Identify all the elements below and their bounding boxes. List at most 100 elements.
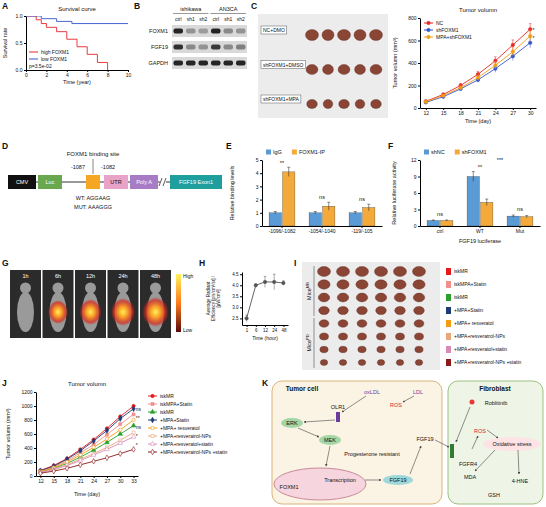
tick-label: 0 [25,72,28,78]
error-bar [274,211,277,214]
tick-label: 15 [441,110,447,116]
point [494,64,497,67]
pointer [93,159,94,174]
axis-line [242,273,243,326]
signal [48,300,68,324]
tumor [319,306,330,314]
bar [309,213,321,226]
legend-label: +MPA+Statin [454,307,483,313]
tick: 3 [256,184,262,190]
legend-label: +MPA+resveratrol-NPs +statin [160,449,228,455]
node-label: LDL [413,389,423,395]
tick: -1054/-1040 [309,226,336,234]
legend: shNCshFOXM1 [424,149,487,155]
series-line [40,449,133,473]
lane-label: ctrl [175,16,182,22]
axis-line [27,70,129,71]
arrow [475,450,495,471]
legend: high FOXM1low FOXM1p=3.5e-02 [29,49,69,69]
tick-mark [418,63,420,64]
tick-label: 6 [255,328,258,333]
cell-label: Fibroblast [479,385,511,392]
point [79,448,82,454]
tumor [414,306,425,314]
tick: 27 [511,108,517,116]
exon-box [170,175,222,189]
tumor [338,65,350,75]
tick-mark [24,70,26,71]
tick-label: -1096/-1082 [269,228,296,234]
tumor [370,65,382,75]
error-bar [494,62,497,69]
band [236,45,246,50]
lane-label: sh2 [237,16,245,22]
plot-area [269,167,375,226]
tick-label: 0 [30,473,33,479]
series-line [426,36,530,102]
point [282,281,285,284]
tick-label: 1.0 [16,13,23,19]
row-label: FGF19 [151,44,168,50]
legend-label: iskMR [454,268,468,274]
tick-label: 18 [65,478,71,484]
tumor [322,30,334,41]
plot-area [26,16,128,70]
panel-letter: I [294,258,296,268]
receptor [450,444,454,458]
node-label: ERK [286,420,298,426]
band [211,29,221,34]
panel-letter: A [2,1,8,11]
legend: NCshFOXM1MPA+shFOXM1 [424,20,472,40]
tick-label: 200 [24,459,33,465]
tick-label: 33 [131,478,137,484]
exon-label: FGF19 Exon1 [179,179,213,185]
tick-label: 8 [107,72,110,78]
legend-item: iskMR [148,393,174,399]
tumor [338,320,348,328]
bracket [211,13,247,14]
tick: 600 [408,38,420,44]
annotation: ns [136,424,142,430]
tumor [337,280,349,289]
legend-label: +MPA+ resveratol [454,320,494,326]
tumor [358,360,365,366]
tick-label: 1 [246,328,249,333]
row-label: shFOXM1+DMSO [263,62,304,68]
tick: 200 [408,83,420,89]
axis-title: Time (hour) [252,335,278,341]
tumor [415,360,422,366]
legend-swatch [446,281,451,288]
time-label: 24h [118,273,127,279]
signal [111,298,135,326]
legend-swatch [455,150,460,155]
node-label: FGF19 [416,436,433,442]
point [92,459,95,465]
axis-line [243,325,289,326]
tick-label: -1054/-1040 [309,228,336,234]
tick: 2 [256,197,262,203]
tumor [358,346,366,352]
annotation: ** [280,160,285,166]
point [476,76,479,79]
tumor-photos: NC+DMOshFOXM1+DMSOshFOXM1+MPA [258,14,388,118]
axis-line [420,19,421,109]
tick-mark [34,448,36,449]
tick-label: 18 [458,110,464,116]
point [105,437,108,440]
bar [481,202,493,226]
error-bar [327,202,330,210]
annotation: ns [437,211,443,217]
node [383,475,413,485]
arrow [326,446,330,466]
tick: 1200 [21,389,36,395]
tick: 8 [107,70,110,78]
mouse-body [17,292,34,332]
bar [283,172,295,226]
legend-swatch [148,436,157,437]
tumor [339,333,348,340]
axis-line [420,161,421,227]
tick: 0 [30,473,36,479]
tick: 3 [414,207,420,213]
legend-label: iskMR [454,294,468,300]
legend-label: +MPA+resveratol+statin [160,441,213,447]
